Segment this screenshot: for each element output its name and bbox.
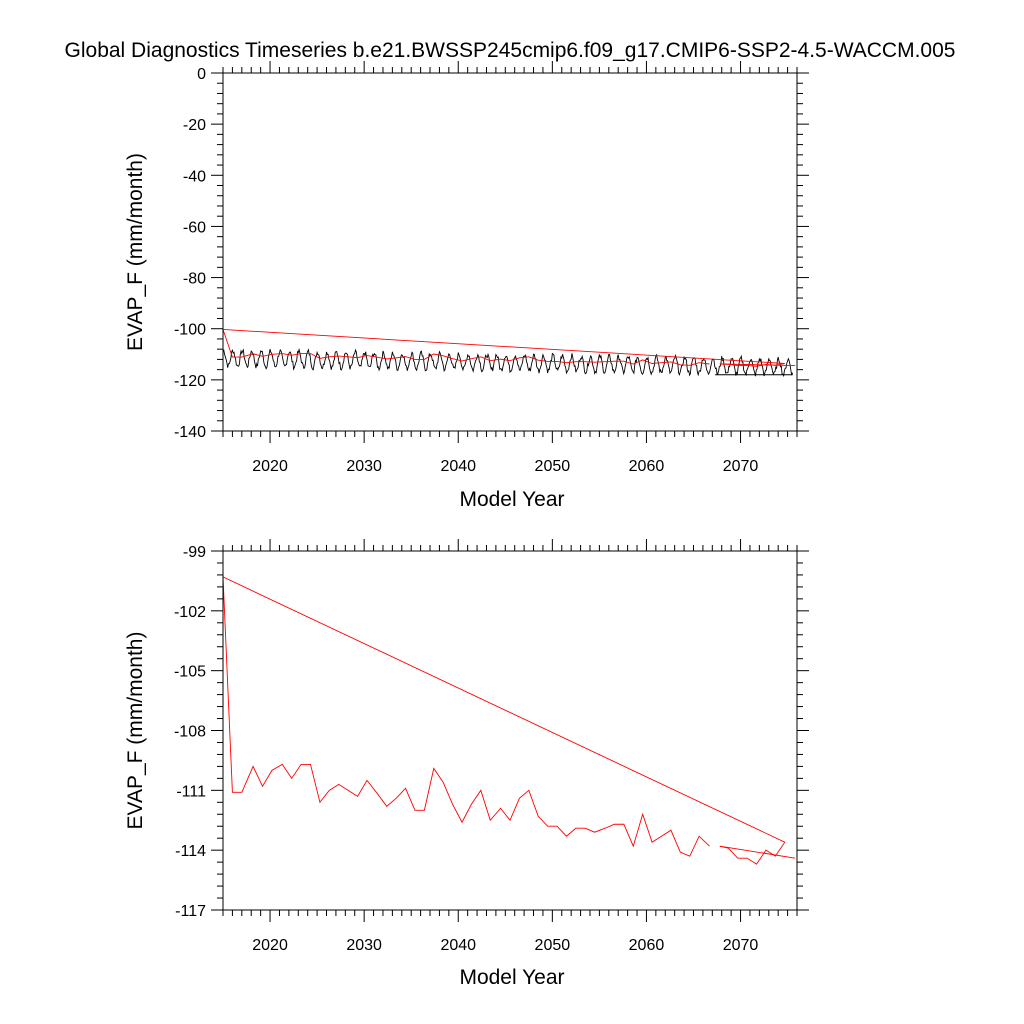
y-tick-label: -80 (183, 271, 206, 288)
series-line-0-0 (223, 73, 793, 378)
bottom-panel: 2020 2030 2040 2050 2060 2070 -99 -102 -105 -108 -… (124, 539, 809, 989)
x-tick-label: 2020 (252, 458, 288, 475)
y-tick-label: 0 (197, 66, 206, 83)
y-axis-label: EVAP_F (mm/month) (124, 632, 147, 830)
x-tick-label: 2030 (346, 458, 382, 475)
y-tick-label: -114 (175, 843, 206, 860)
y-tick-label: -120 (174, 373, 206, 390)
plot-frame (222, 72, 798, 432)
x-tick-label: 2070 (723, 937, 759, 954)
y-tick-label: -102 (174, 604, 206, 621)
series-line-0-0 (223, 576, 710, 857)
tick-marks (211, 61, 809, 443)
y-tick-label: -60 (183, 219, 206, 236)
series-line-1-0 (223, 329, 710, 366)
y-tick-label: -111 (176, 783, 206, 800)
y-tick-label: -99 (183, 544, 206, 561)
x-tick-label: 2050 (535, 937, 571, 954)
top-panel: 2020 2030 2040 2050 2060 2070 0 -20 -40 -60 -80 -10… (124, 61, 809, 511)
y-tick-label: -100 (174, 322, 206, 339)
x-tick-label: 2060 (629, 937, 665, 954)
y-tick-label: -140 (174, 424, 206, 441)
x-tick-label: 2040 (440, 937, 476, 954)
x-tick-label: 2070 (723, 458, 759, 475)
x-tick-label: 2060 (629, 458, 665, 475)
y-axis-label: EVAP_F (mm/month) (124, 153, 147, 351)
y-tick-label: -40 (183, 168, 206, 185)
x-tick-label: 2020 (252, 937, 288, 954)
x-tick-label: 2050 (535, 458, 571, 475)
y-tick-label: -117 (175, 903, 206, 920)
figure-title: Global Diagnostics Timeseries b.e21.BWSS… (65, 39, 956, 62)
series-line-0-1 (223, 576, 786, 865)
tick-marks (211, 539, 809, 922)
series-group (223, 576, 796, 865)
x-axis-label: Model Year (459, 966, 564, 989)
x-tick-label: 2040 (440, 458, 476, 475)
plot-frame (222, 550, 798, 911)
series-line-1-2 (719, 363, 796, 366)
series-group (223, 73, 796, 378)
y-tick-label: -20 (183, 117, 206, 134)
y-tick-label: -105 (174, 664, 206, 681)
x-tick-label: 2030 (346, 937, 382, 954)
y-tick-label: -108 (174, 724, 206, 741)
x-axis-label: Model Year (459, 488, 564, 511)
series-line-0-2 (719, 845, 796, 859)
